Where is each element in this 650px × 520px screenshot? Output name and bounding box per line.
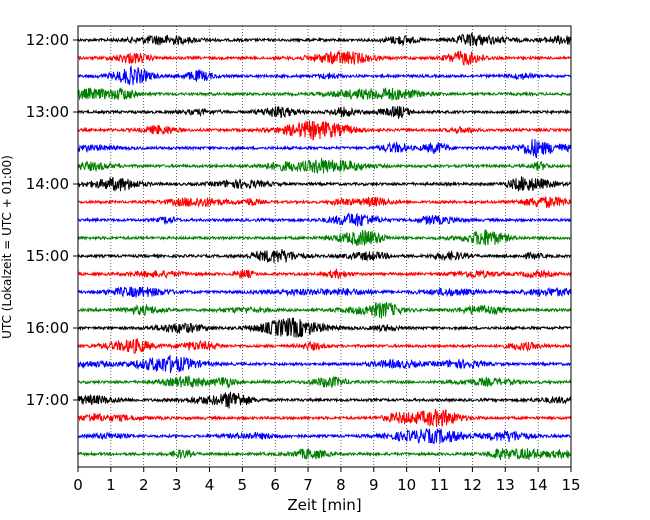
x-tick-label: 1 <box>106 476 116 494</box>
seismic-trace <box>77 427 572 445</box>
seismic-trace <box>77 86 572 101</box>
x-tick-label: 2 <box>139 476 149 494</box>
x-tick-label: 13 <box>496 476 515 494</box>
y-tick-label: 14:00 <box>26 175 69 193</box>
x-tick-label: 7 <box>303 476 313 494</box>
seismic-trace <box>77 229 572 246</box>
seismic-trace <box>77 157 572 174</box>
seismic-trace <box>77 302 572 319</box>
seismic-traces <box>77 31 572 461</box>
seismic-trace <box>77 338 571 354</box>
x-tick-label: 4 <box>205 476 215 494</box>
seismic-trace <box>77 391 572 409</box>
seismic-trace <box>77 317 572 338</box>
seismic-trace <box>77 196 572 209</box>
seismic-trace <box>77 249 572 264</box>
x-tick-label: 3 <box>172 476 182 494</box>
seismic-trace <box>77 212 572 227</box>
seismic-trace <box>77 31 572 47</box>
x-tick-label: 8 <box>336 476 346 494</box>
x-tick-label: 11 <box>430 476 449 494</box>
x-tick-label: 15 <box>561 476 580 494</box>
y-tick-label: 15:00 <box>26 247 69 265</box>
x-tick-label: 0 <box>73 476 83 494</box>
seismic-trace <box>77 50 572 66</box>
seismic-trace <box>77 268 572 280</box>
x-tick-label: 14 <box>529 476 548 494</box>
seismic-trace <box>77 374 572 388</box>
x-tick-label: 6 <box>270 476 280 494</box>
x-tick-label: 9 <box>369 476 379 494</box>
y-tick-label: 12:00 <box>26 31 69 49</box>
x-tick-label: 12 <box>463 476 482 494</box>
x-axis-ticks: 0 1 2 3 4 5 6 7 8 9 10 11 12 13 14 15 <box>73 467 581 494</box>
seismic-trace <box>77 139 572 159</box>
x-axis-label: Zeit [min] <box>287 496 361 514</box>
seismic-trace <box>77 105 572 120</box>
seismic-trace <box>77 447 572 461</box>
plot-frame <box>77 25 572 468</box>
x-tick-label: 5 <box>238 476 248 494</box>
y-axis-ticks: 12:00 13:00 14:00 15:00 16:00 17:00 <box>26 31 78 409</box>
seismic-trace <box>77 286 572 298</box>
y-axis-label: UTC (Lokalzeit = UTC + 01:00) <box>0 155 14 339</box>
y-tick-label: 13:00 <box>26 103 69 121</box>
y-tick-label: 17:00 <box>26 391 69 409</box>
seismic-trace <box>77 408 572 428</box>
x-tick-label: 10 <box>397 476 416 494</box>
y-tick-label: 16:00 <box>26 319 69 337</box>
seismic-trace <box>77 64 572 86</box>
seismic-trace <box>77 176 572 192</box>
seismic-trace <box>77 354 572 374</box>
seismic-trace <box>77 120 572 141</box>
